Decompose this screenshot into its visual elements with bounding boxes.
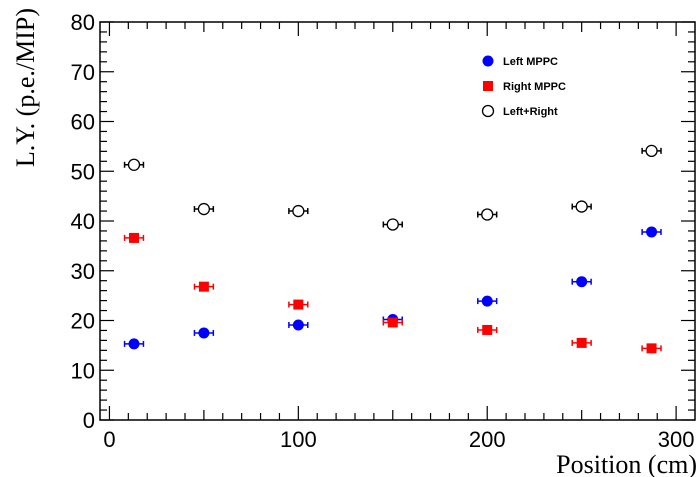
x-axis-title: Position (cm)	[556, 450, 697, 477]
left-mppc-point	[576, 276, 588, 288]
right-mppc-point	[293, 299, 304, 310]
left-mppc-point	[292, 319, 304, 331]
x-tick-label: 200	[469, 427, 506, 452]
legend-label-right-mppc: Right MPPC	[503, 81, 566, 93]
y-tick-label: 70	[71, 60, 95, 85]
right-mppc-point	[129, 232, 139, 243]
left-right-point	[127, 158, 141, 171]
left-right-point	[386, 218, 399, 231]
legend-marker-right-mppc	[483, 81, 493, 91]
y-tick-label: 10	[71, 358, 95, 383]
y-tick-label: 30	[71, 259, 95, 284]
y-tick-label: 50	[71, 159, 95, 184]
legend-marker-left-mppc	[482, 55, 494, 67]
data-points	[123, 144, 662, 354]
left-right-point	[292, 204, 305, 218]
y-tick-label: 0	[83, 408, 95, 433]
x-tick-label: 100	[280, 427, 317, 452]
left-mppc-point	[481, 295, 493, 307]
x-tick-label: 300	[658, 427, 695, 452]
left-right-point	[481, 208, 494, 221]
left-mppc-point	[198, 327, 210, 339]
right-mppc-point	[646, 343, 657, 354]
left-mppc-point	[128, 338, 140, 350]
left-mppc-point	[646, 226, 658, 238]
left-right-point	[197, 202, 211, 216]
y-tick-label: 40	[71, 209, 95, 234]
y-tick-label: 60	[71, 110, 95, 135]
left-right-point	[575, 200, 588, 213]
y-tick-label: 80	[71, 10, 95, 35]
right-mppc-point	[198, 281, 209, 292]
right-mppc-point	[576, 337, 587, 348]
legend-label-left-right: Left+Right	[503, 106, 558, 118]
x-tick-label: 0	[103, 427, 115, 452]
axis-ticks	[100, 21, 695, 421]
right-mppc-point	[482, 324, 493, 335]
legend: Left MPPC Right MPPC Left+Right	[481, 55, 566, 118]
right-mppc-point	[387, 317, 398, 328]
legend-marker-left-right	[481, 104, 495, 118]
y-axis-title: L.Y. (p.e./MIP)	[11, 8, 40, 167]
tick-labels: 0 100 200 300 0 10 20 30 40 50 60 70 80	[71, 10, 695, 452]
legend-label-left-mppc: Left MPPC	[503, 56, 558, 68]
y-tick-label: 20	[71, 309, 95, 334]
left-right-point	[645, 144, 658, 158]
